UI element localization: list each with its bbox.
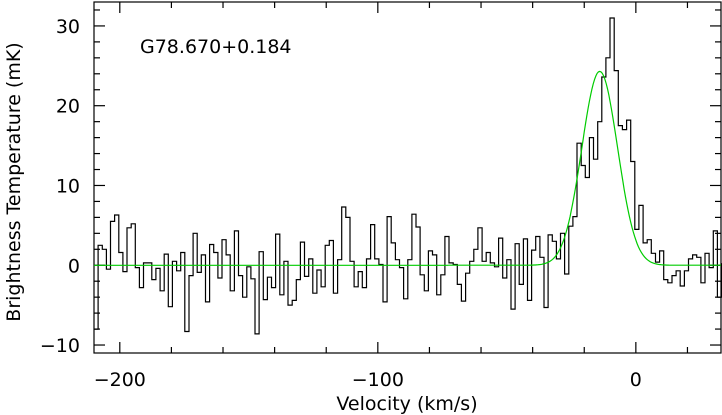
y-tick-label: 20 [56,96,80,118]
y-tick-label: 30 [56,16,80,38]
plot-frame [93,1,722,354]
x-tick-label: 0 [630,369,642,391]
x-tick-label: −100 [352,369,404,391]
source-name-label: G78.670+0.184 [140,36,292,58]
spectrum-step-line [94,17,722,335]
gaussian-fit-line [94,70,721,266]
x-axis-label: Velocity (km/s) [336,393,477,415]
y-axis-label: Brightness Temperature (mK) [3,42,25,321]
y-tick-label: 10 [56,175,80,197]
x-tick-label: −200 [94,369,146,391]
y-tick-label: 0 [68,255,80,277]
y-tick-label: −10 [40,335,80,357]
